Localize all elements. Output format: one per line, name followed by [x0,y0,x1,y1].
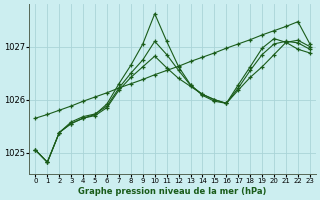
X-axis label: Graphe pression niveau de la mer (hPa): Graphe pression niveau de la mer (hPa) [78,187,267,196]
